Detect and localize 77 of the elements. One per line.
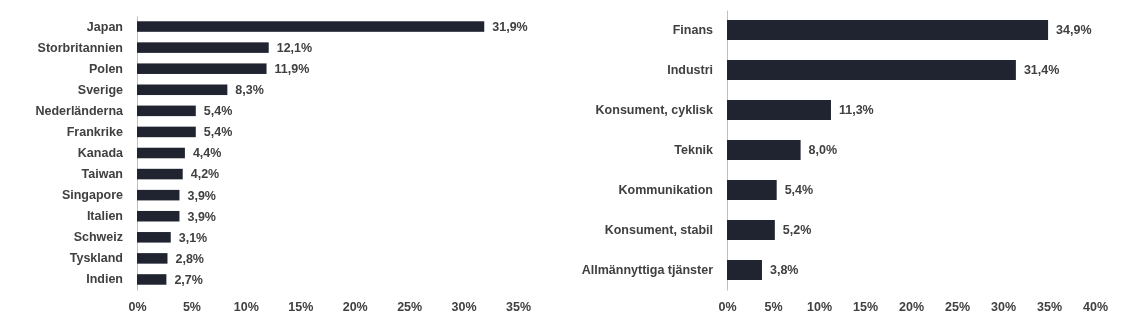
y-tick-label: Taiwan [81, 167, 123, 182]
x-tick-label: 20% [342, 299, 368, 314]
x-tick-label: 40% [1082, 299, 1109, 314]
y-tick-label: Kommunikation [618, 183, 713, 197]
bar [137, 274, 167, 285]
data-label: 5,4% [784, 183, 814, 198]
bar [727, 180, 777, 200]
bar [137, 21, 485, 32]
y-tick-label: Storbritannien [37, 40, 123, 55]
y-tick-label: Finans [672, 23, 714, 37]
data-label: 5,4% [203, 104, 233, 119]
bar [727, 220, 775, 240]
bar [727, 60, 1016, 80]
x-tick-label: 15% [852, 299, 879, 314]
bar [137, 189, 180, 201]
data-label: 31,4% [1023, 63, 1060, 78]
x-tick-label: 10% [233, 299, 259, 314]
x-tick-label: 25% [944, 299, 971, 314]
y-tick-label: Indien [86, 272, 123, 287]
x-tick-label: 5% [182, 299, 201, 314]
x-tick-label: 10% [806, 299, 833, 314]
data-label: 11,3% [838, 103, 874, 118]
bar [727, 20, 1049, 40]
data-label: 4,4% [192, 146, 222, 161]
y-tick-label: Kanada [77, 146, 125, 160]
y-tick-label: Konsument, stabil [604, 223, 713, 237]
y-tick-label: Nederländerna [35, 103, 125, 118]
data-label: 8,0% [808, 143, 838, 158]
x-tick-label: 20% [898, 299, 925, 314]
data-label: 8,3% [235, 83, 264, 98]
x-tick-label: 0% [718, 299, 737, 314]
x-tick-label: 35% [1036, 299, 1063, 314]
bar [137, 232, 171, 243]
bar [137, 168, 183, 180]
x-tick-label: 0% [128, 299, 147, 314]
data-label: 5,2% [782, 223, 812, 238]
bar [137, 42, 269, 53]
bar [137, 126, 196, 138]
x-tick-label: 35% [505, 299, 532, 314]
x-tick-label: 30% [451, 299, 477, 314]
y-tick-label: Frankrike [66, 124, 124, 139]
bar [727, 260, 762, 280]
bar [137, 84, 228, 96]
x-tick-label: 30% [990, 299, 1017, 314]
data-label: 3,9% [187, 188, 216, 203]
data-label: 3,1% [178, 230, 208, 245]
data-label: 34,9% [1056, 23, 1092, 38]
data-label: 3,8% [769, 263, 799, 278]
bar [137, 63, 267, 74]
data-label: 3,9% [187, 209, 216, 224]
y-tick-label: Italien [86, 209, 123, 224]
y-tick-label: Teknik [674, 143, 714, 157]
y-tick-label: Sverige [77, 82, 124, 97]
y-tick-label: Polen [88, 61, 123, 76]
data-label: 4,2% [190, 167, 220, 182]
data-label: 2,7% [174, 272, 203, 287]
y-tick-label: Allmännyttiga tjänster [581, 263, 714, 277]
x-tick-label: 25% [397, 299, 423, 314]
data-label: 5,4% [203, 125, 233, 140]
data-label: 31,9% [492, 19, 528, 34]
y-tick-label: Schweiz [73, 230, 123, 245]
bar [727, 100, 831, 120]
x-tick-label: 5% [764, 299, 783, 314]
bar [137, 147, 185, 159]
x-tick-label: 15% [288, 299, 314, 314]
data-label: 11,9% [274, 62, 310, 77]
y-tick-label: Singapore [61, 188, 124, 203]
data-label: 2,8% [175, 251, 204, 266]
bar [137, 253, 168, 264]
bar [727, 140, 801, 160]
y-tick-label: Tyskland [69, 251, 123, 266]
y-tick-label: Industri [667, 63, 713, 77]
y-tick-label: Japan [86, 19, 123, 34]
y-tick-label: Konsument, cyklisk [595, 103, 714, 117]
bar [137, 210, 180, 222]
data-label: 12,1% [276, 40, 313, 55]
bar [137, 105, 196, 117]
